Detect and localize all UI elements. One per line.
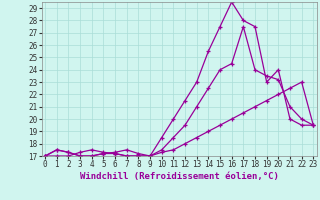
X-axis label: Windchill (Refroidissement éolien,°C): Windchill (Refroidissement éolien,°C): [80, 172, 279, 181]
